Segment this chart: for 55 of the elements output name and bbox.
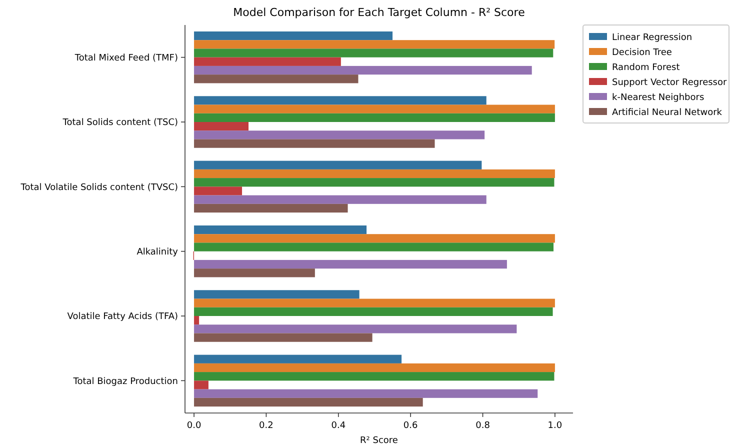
legend-label: Decision Tree — [612, 48, 672, 58]
x-tick-label: 0.2 — [259, 421, 274, 431]
x-tick-label: 0.6 — [403, 421, 418, 431]
y-tick-label: Total Volatile Solids content (TVSC) — [20, 182, 178, 193]
x-tick-label: 1.0 — [548, 421, 562, 431]
x-tick-label: 0.8 — [476, 421, 490, 431]
bar — [194, 242, 554, 252]
bar — [194, 372, 554, 381]
chart-title: Model Comparison for Each Target Column - R² Score — [233, 6, 526, 19]
bar — [194, 268, 315, 278]
bar — [194, 225, 367, 234]
bar — [194, 40, 555, 49]
bar — [194, 204, 348, 213]
bar — [194, 74, 358, 84]
bar — [194, 122, 249, 131]
bar — [194, 104, 555, 114]
bar — [194, 324, 517, 334]
bar — [194, 260, 507, 269]
x-tick-label: 0.0 — [186, 421, 202, 431]
y-tick-label: Total Mixed Feed (TMF) — [74, 53, 178, 64]
bar — [194, 66, 532, 75]
legend-label: k-Nearest Neighbors — [612, 93, 704, 103]
legend-label: Linear Regression — [612, 33, 692, 43]
bar — [194, 380, 208, 390]
bar — [194, 186, 242, 196]
bar — [194, 389, 538, 398]
bar — [194, 96, 486, 105]
y-tick-label: Alkalinity — [136, 247, 179, 258]
y-tick-label: Total Solids content (TSC) — [62, 118, 178, 128]
legend-label: Random Forest — [612, 63, 680, 73]
bar — [194, 178, 554, 187]
legend-label: Support Vector Regressor — [612, 78, 727, 88]
legend-label: Artificial Neural Network — [612, 108, 723, 118]
bar — [194, 169, 555, 178]
bar — [194, 316, 200, 325]
bar — [194, 113, 555, 122]
x-tick-label: 0.4 — [331, 421, 346, 431]
bar — [194, 398, 423, 407]
bar — [194, 234, 555, 243]
bar — [194, 290, 360, 299]
bar — [194, 130, 485, 140]
y-tick-label: Total Biogaz Production — [72, 376, 178, 387]
bar — [194, 298, 555, 308]
bar — [194, 307, 553, 316]
bar — [194, 57, 341, 66]
bar — [194, 48, 554, 58]
bar — [194, 354, 402, 364]
bar — [194, 139, 435, 148]
bar — [194, 195, 486, 204]
y-tick-label: Volatile Fatty Acids (TFA) — [67, 312, 178, 322]
bar — [194, 160, 482, 170]
bar — [194, 333, 372, 342]
x-axis-title: R² Score — [360, 436, 398, 446]
bar — [194, 31, 393, 40]
bar — [194, 363, 555, 372]
